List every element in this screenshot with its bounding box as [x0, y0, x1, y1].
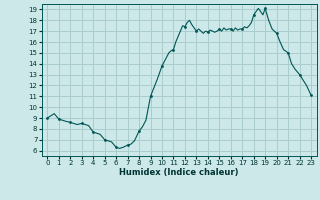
X-axis label: Humidex (Indice chaleur): Humidex (Indice chaleur): [119, 168, 239, 177]
